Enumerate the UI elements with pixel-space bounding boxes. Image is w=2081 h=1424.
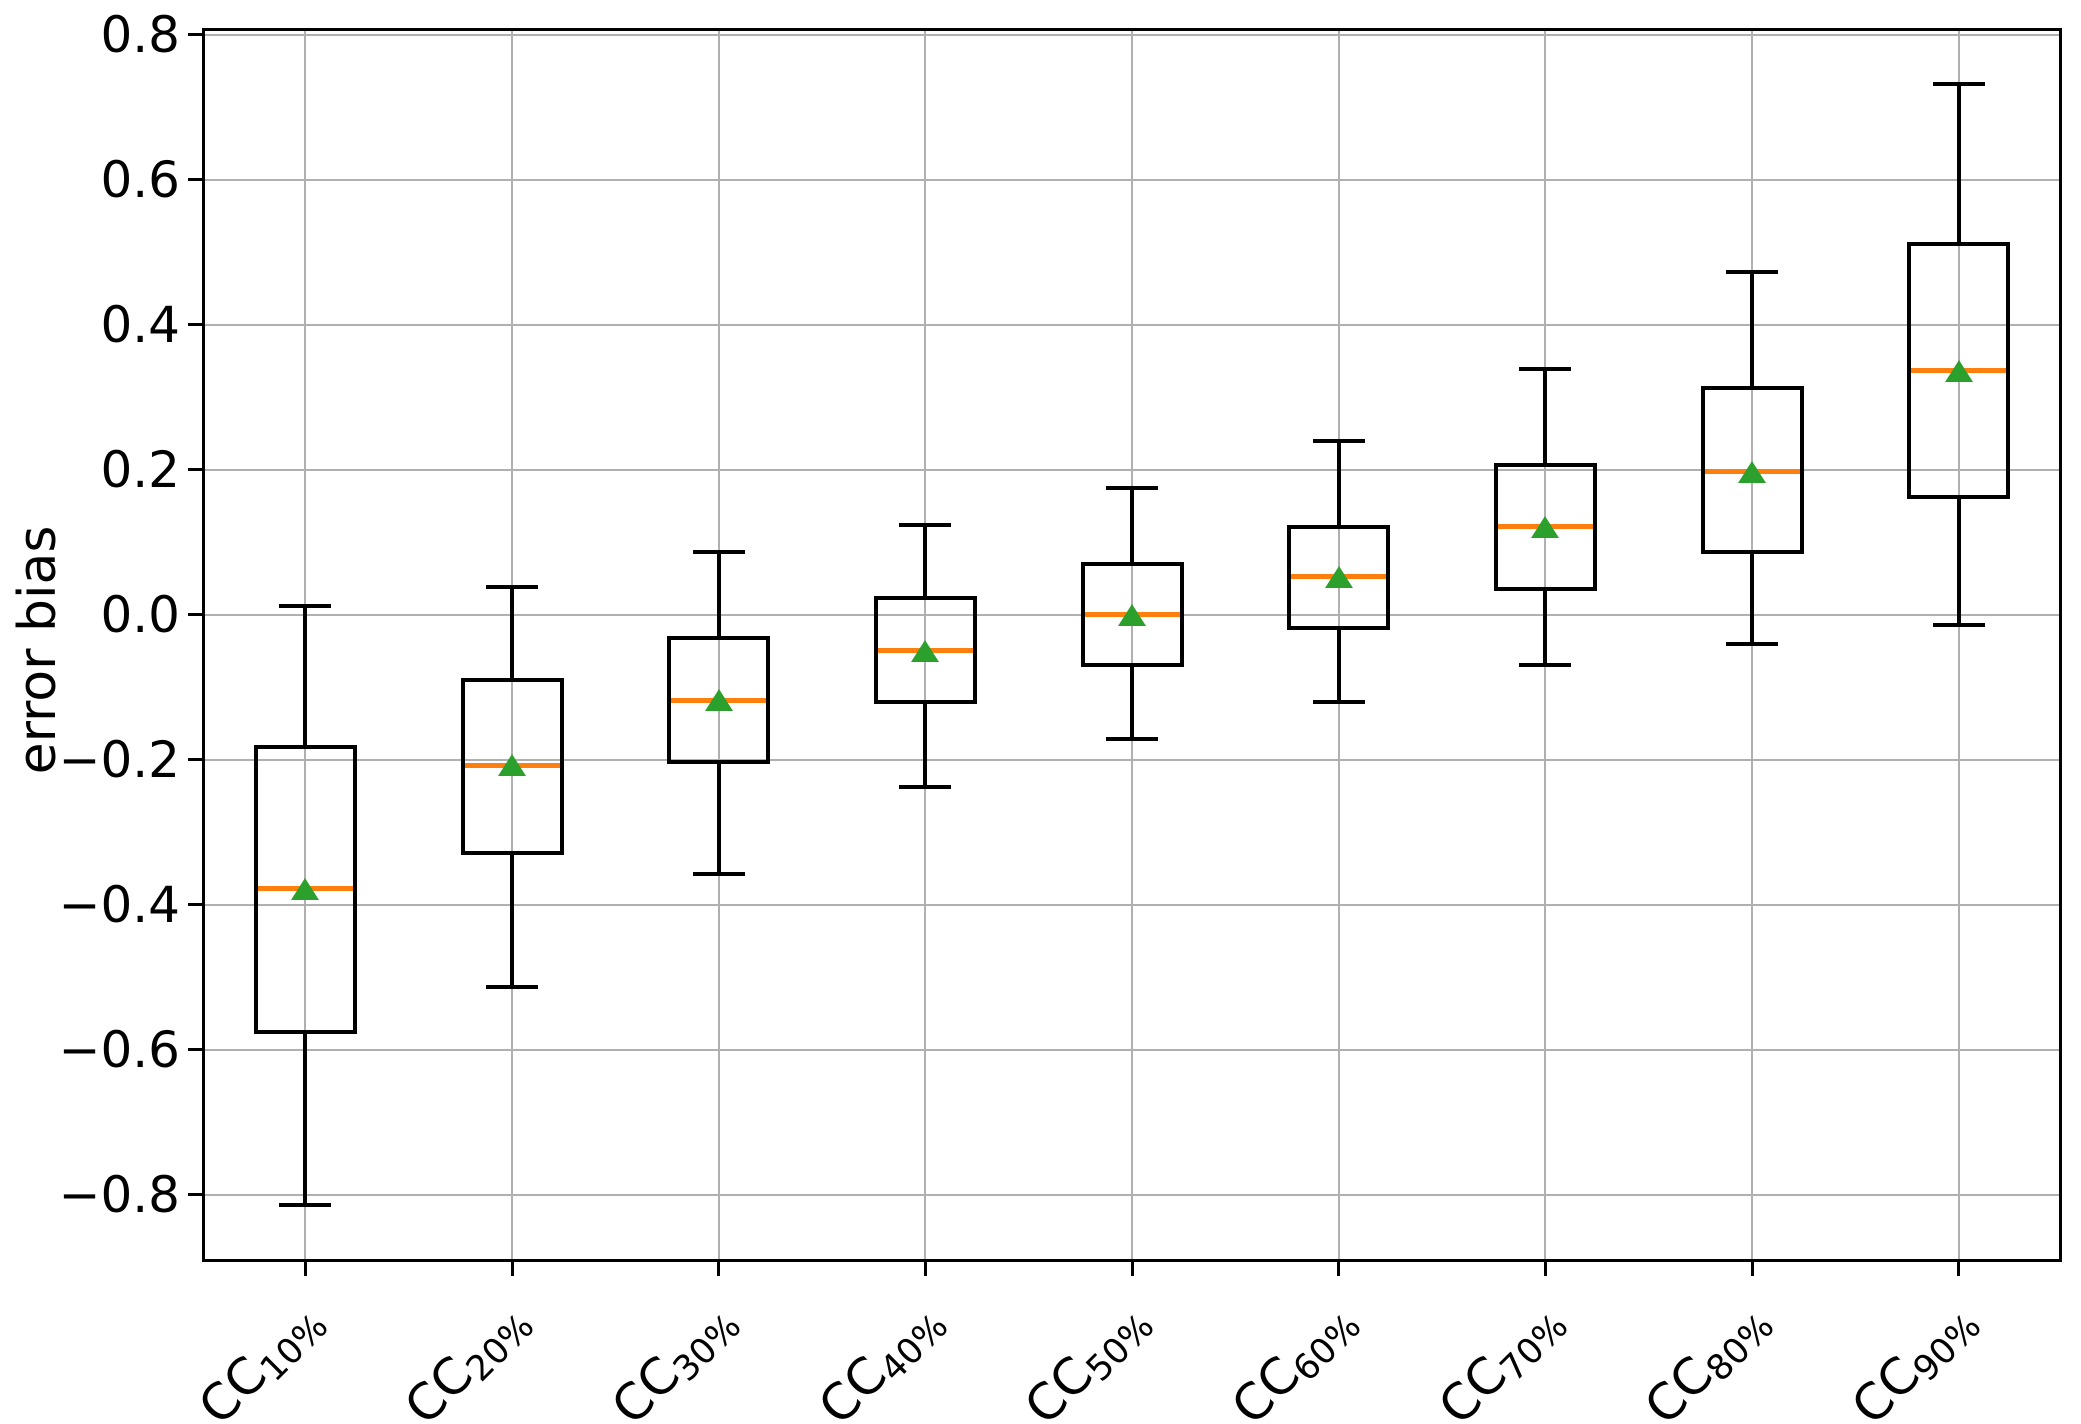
y-tick-mark (188, 1048, 202, 1052)
mean-marker-triangle (704, 689, 733, 712)
x-tick-mark (923, 1262, 927, 1276)
x-tick-mark (510, 1262, 514, 1276)
y-tick-mark (188, 323, 202, 327)
mean-marker-triangle (1531, 515, 1560, 538)
y-tick-label: −0.2 (58, 730, 180, 789)
whisker-upper (303, 605, 308, 746)
box-iqr (1080, 561, 1184, 668)
whisker-lower (1750, 553, 1754, 645)
mean-marker-triangle (911, 639, 940, 662)
whisker-lower (303, 1033, 308, 1206)
y-tick-label: 0.6 (100, 150, 180, 209)
whisker-upper (716, 552, 721, 637)
whisker-upper (1750, 271, 1754, 387)
whisker-cap-upper (279, 603, 332, 608)
whisker-cap-upper (1312, 439, 1365, 444)
x-tick-label: CC30% (600, 1290, 750, 1424)
whisker-cap-lower (1726, 642, 1778, 647)
whisker-cap-lower (1519, 662, 1572, 667)
whisker-upper (1543, 369, 1548, 463)
whisker-lower (1956, 498, 1961, 625)
whisker-cap-lower (1312, 699, 1365, 704)
x-tick-mark (1543, 1262, 1547, 1276)
x-tick-label: CC90% (1840, 1290, 1990, 1424)
x-tick-mark (1957, 1262, 1961, 1276)
y-tick-label: 0.0 (100, 585, 180, 644)
whisker-upper (1956, 83, 1961, 242)
box-iqr (1287, 525, 1391, 630)
mean-marker-triangle (1944, 359, 1973, 382)
whisker-lower (510, 854, 514, 988)
x-tick-label: CC10% (187, 1290, 336, 1424)
whisker-cap-lower (692, 872, 745, 877)
x-tick-label: CC20% (393, 1290, 543, 1424)
x-tick-label: CC70% (1427, 1290, 1576, 1424)
y-tick-label: 0.4 (100, 295, 180, 354)
box-iqr (1493, 463, 1597, 591)
whisker-cap-upper (1726, 269, 1778, 274)
box-iqr (1700, 386, 1804, 554)
whisker-lower (716, 763, 721, 875)
whisker-cap-lower (1106, 737, 1158, 742)
y-tick-mark (188, 33, 202, 37)
y-tick-mark (188, 613, 202, 617)
mean-marker-triangle (1118, 603, 1146, 626)
mean-marker-triangle (1738, 460, 1766, 483)
x-tick-mark (1337, 1262, 1341, 1276)
box-iqr (1907, 241, 2011, 499)
mean-marker-triangle (1324, 565, 1353, 588)
mean-marker-triangle (498, 754, 526, 777)
mean-marker-triangle (291, 877, 320, 900)
whisker-upper (923, 524, 928, 596)
y-tick-label: −0.8 (58, 1165, 180, 1224)
whisker-cap-upper (1932, 81, 1985, 86)
whisker-cap-upper (899, 522, 952, 527)
whisker-cap-lower (486, 985, 538, 990)
x-tick-label: CC60% (1220, 1290, 1370, 1424)
x-gridline (1957, 28, 1960, 1262)
box-iqr (667, 636, 771, 764)
whisker-cap-upper (486, 584, 538, 589)
y-tick-mark (188, 758, 202, 762)
x-tick-label: CC40% (807, 1290, 956, 1424)
whisker-cap-upper (692, 550, 745, 555)
whisker-upper (510, 586, 514, 678)
box-iqr (460, 677, 564, 855)
whisker-cap-lower (1932, 622, 1985, 627)
x-tick-label: CC80% (1633, 1290, 1783, 1424)
y-tick-mark (188, 468, 202, 472)
whisker-lower (1130, 667, 1134, 740)
y-tick-mark (188, 178, 202, 182)
x-tick-mark (303, 1262, 307, 1276)
x-tick-mark (717, 1262, 721, 1276)
whisker-cap-lower (279, 1203, 332, 1208)
x-tick-mark (1130, 1262, 1134, 1276)
x-gridline (717, 28, 720, 1262)
y-tick-label: 0.8 (100, 5, 180, 64)
box-iqr (873, 595, 977, 705)
y-tick-label: 0.2 (100, 440, 180, 499)
whisker-cap-lower (899, 785, 952, 790)
box-iqr (253, 745, 357, 1034)
whisker-upper (1130, 487, 1134, 562)
whisker-lower (923, 704, 928, 788)
y-tick-label: −0.6 (58, 1020, 180, 1079)
y-tick-mark (188, 903, 202, 907)
whisker-upper (1336, 441, 1341, 526)
whisker-lower (1336, 629, 1341, 702)
y-tick-mark (188, 1193, 202, 1197)
x-tick-label: CC50% (1013, 1290, 1163, 1424)
whisker-lower (1543, 590, 1548, 665)
whisker-cap-upper (1106, 485, 1158, 490)
y-tick-label: −0.4 (58, 875, 180, 934)
whisker-cap-upper (1519, 367, 1572, 372)
x-gridline (1131, 28, 1133, 1262)
x-tick-mark (1750, 1262, 1754, 1276)
